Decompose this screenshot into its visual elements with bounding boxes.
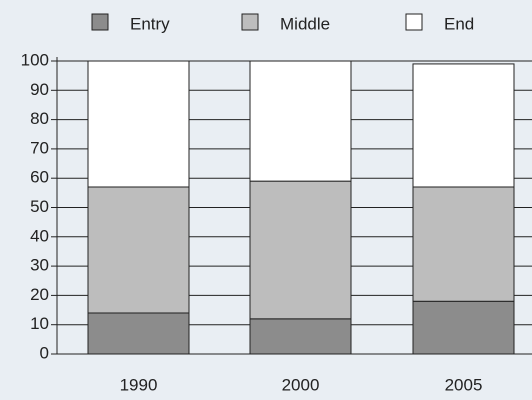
y-tick-label: 0 bbox=[40, 343, 49, 362]
bar-segment bbox=[412, 186, 515, 302]
y-tick-label: 30 bbox=[30, 256, 49, 275]
y-tick-label: 80 bbox=[30, 109, 49, 128]
legend-label: End bbox=[444, 14, 474, 33]
y-tick-label: 50 bbox=[30, 197, 49, 216]
legend-label: Entry bbox=[130, 14, 170, 33]
y-tick-label: 20 bbox=[30, 285, 49, 304]
bar-segment bbox=[87, 186, 190, 314]
legend-swatch bbox=[91, 13, 109, 31]
y-tick-label: 100 bbox=[21, 50, 49, 69]
bar-segment bbox=[412, 300, 515, 355]
legend-swatch bbox=[405, 13, 423, 31]
legend-swatch bbox=[241, 13, 259, 31]
x-tick-label: 2005 bbox=[445, 375, 483, 394]
y-tick-label: 60 bbox=[30, 168, 49, 187]
legend-label: Middle bbox=[280, 14, 330, 33]
x-tick-label: 2000 bbox=[282, 375, 320, 394]
y-tick-label: 90 bbox=[30, 80, 49, 99]
y-tick-label: 10 bbox=[30, 314, 49, 333]
bar-segment bbox=[249, 180, 352, 320]
x-tick-label: 1990 bbox=[120, 375, 158, 394]
bar-segment bbox=[87, 60, 190, 188]
bar-segment bbox=[412, 63, 515, 188]
y-tick-label: 70 bbox=[30, 138, 49, 157]
bar-segment bbox=[249, 60, 352, 182]
y-tick-label: 40 bbox=[30, 226, 49, 245]
bar-segment bbox=[249, 318, 352, 355]
bar-segment bbox=[87, 312, 190, 355]
